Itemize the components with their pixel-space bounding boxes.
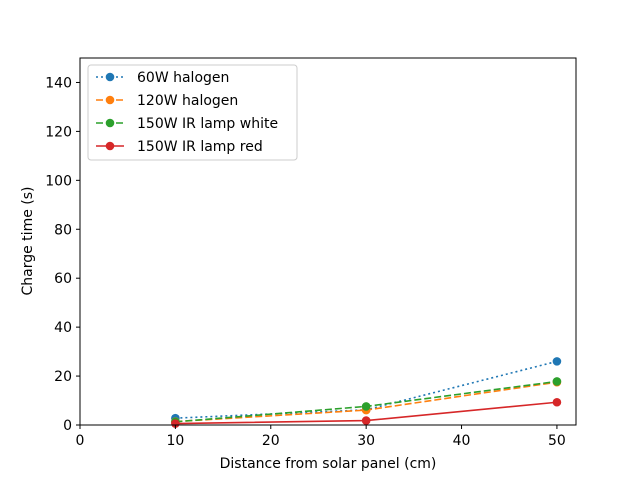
y-tick-label: 40 bbox=[54, 320, 72, 336]
x-tick-label: 30 bbox=[357, 433, 375, 449]
x-tick-label: 50 bbox=[548, 433, 566, 449]
legend: 60W halogen 120W halogen 150W IR lamp whit… bbox=[87, 64, 298, 161]
x-axis-label: Distance from solar panel (cm) bbox=[220, 456, 437, 472]
data-point bbox=[552, 377, 562, 386]
y-tick-label: 20 bbox=[54, 369, 72, 385]
y-tick-label: 120 bbox=[45, 124, 72, 140]
y-tick-label: 60 bbox=[54, 271, 72, 287]
plot-area bbox=[171, 357, 562, 428]
legend-marker bbox=[105, 118, 115, 128]
y-axis-label: Charge time (s) bbox=[20, 187, 36, 296]
axes: 0 10 20 30 40 50 0 20 40 60 80 100 120 140 bbox=[45, 57, 577, 449]
axes-frame bbox=[79, 57, 577, 426]
legend-label: 150W IR lamp white bbox=[137, 116, 278, 132]
x-tick-label: 20 bbox=[262, 433, 280, 449]
legend-label: 60W halogen bbox=[137, 70, 229, 86]
x-tick-label: 40 bbox=[453, 433, 471, 449]
data-point bbox=[171, 419, 180, 428]
legend-marker bbox=[105, 72, 115, 82]
legend-frame bbox=[87, 64, 298, 161]
y-tick-label: 80 bbox=[54, 222, 72, 238]
y-tick-label: 140 bbox=[45, 75, 72, 91]
legend-label: 150W IR lamp red bbox=[137, 139, 263, 155]
data-point bbox=[361, 402, 371, 411]
y-tick-label: 0 bbox=[63, 418, 72, 434]
data-point bbox=[552, 397, 562, 407]
data-point bbox=[552, 357, 562, 366]
y-tick-label: 100 bbox=[45, 173, 72, 189]
legend-marker bbox=[105, 95, 115, 105]
data-point bbox=[361, 416, 371, 425]
x-tick-label: 10 bbox=[166, 433, 184, 449]
legend-marker bbox=[105, 141, 115, 151]
x-tick-label: 0 bbox=[76, 433, 85, 449]
legend-label: 120W halogen bbox=[137, 93, 238, 109]
